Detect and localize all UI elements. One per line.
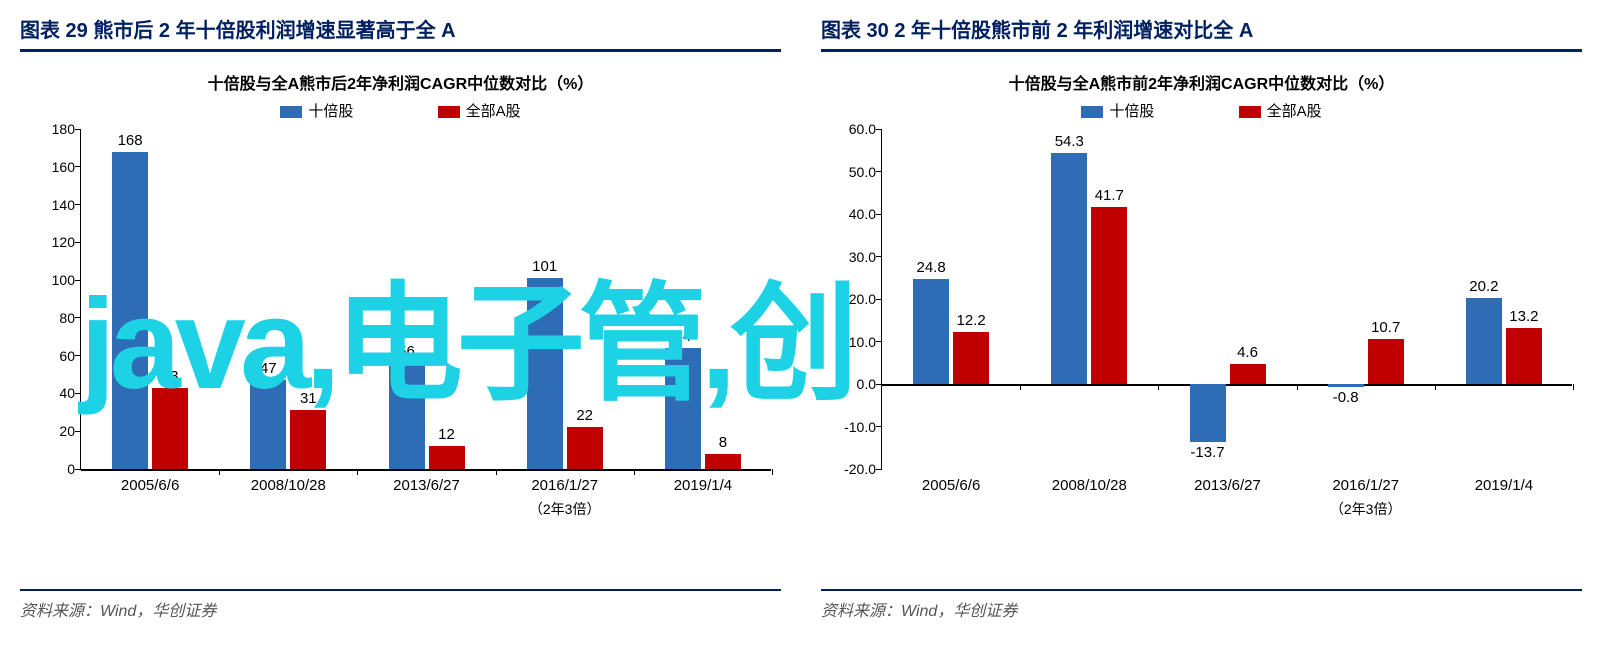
bar — [1506, 328, 1542, 384]
bar — [567, 427, 603, 469]
source-left: 资料来源：Wind，华创证券 — [20, 589, 781, 621]
legend-label-s1: 十倍股 — [1109, 103, 1154, 120]
chart-right-legend: 十倍股 全部A股 — [821, 100, 1582, 121]
y-tick: 30.0 — [832, 249, 876, 265]
x-label: 2019/1/4 — [674, 477, 732, 494]
bar-label: 8 — [719, 434, 727, 451]
y-tick: 120 — [31, 234, 75, 250]
bar — [152, 388, 188, 469]
bar — [1091, 207, 1127, 384]
legend-swatch-s2 — [438, 106, 460, 118]
legend-label-s1: 十倍股 — [308, 103, 353, 120]
legend-swatch-s2 — [1239, 106, 1261, 118]
bar — [527, 278, 563, 469]
bar-label: 12 — [438, 426, 455, 443]
bar — [1051, 153, 1087, 384]
bar — [1328, 384, 1364, 387]
y-tick: 160 — [31, 159, 75, 175]
y-tick: 60.0 — [832, 121, 876, 137]
y-tick: 0.0 — [832, 376, 876, 392]
bar — [1190, 384, 1226, 442]
x-label: 2008/10/28 — [1052, 477, 1127, 494]
y-tick: 40.0 — [832, 206, 876, 222]
y-tick: 20 — [31, 423, 75, 439]
bar — [112, 152, 148, 469]
x-label: 2013/6/27 — [393, 477, 460, 494]
bar-label: 101 — [532, 258, 557, 275]
bar — [1466, 298, 1502, 384]
bar-label: 24.8 — [916, 259, 945, 276]
y-tick: -10.0 — [832, 419, 876, 435]
bar-label: 4.6 — [1237, 344, 1258, 361]
bar-label: 22 — [576, 407, 593, 424]
bar — [665, 348, 701, 469]
x-label: 2016/1/27 — [1332, 477, 1399, 494]
bar-label: 31 — [300, 390, 317, 407]
bar-label: -13.7 — [1190, 444, 1224, 461]
y-tick: 40 — [31, 385, 75, 401]
bar-label: 64 — [675, 328, 692, 345]
panel-left: 图表 29 熊市后 2 年十倍股利润增速显著高于全 A 十倍股与全A熊市后2年净… — [20, 8, 781, 621]
y-tick: 80 — [31, 310, 75, 326]
bar — [250, 380, 286, 469]
panel-right-title: 图表 30 2 年十倍股熊市前 2 年利润增速对比全 A — [821, 8, 1582, 52]
y-tick: 60 — [31, 348, 75, 364]
bar — [705, 454, 741, 469]
bar-label: 56 — [398, 343, 415, 360]
legend-item-s1: 十倍股 — [280, 100, 353, 121]
y-tick: 180 — [31, 121, 75, 137]
bar-label: 41.7 — [1095, 187, 1124, 204]
chart-left-plot: 0204060801001201401601802005/6/62008/10/… — [80, 129, 771, 529]
panel-right: 图表 30 2 年十倍股熊市前 2 年利润增速对比全 A 十倍股与全A熊市前2年… — [821, 8, 1582, 621]
chart-left-legend: 十倍股 全部A股 — [20, 100, 781, 121]
y-tick: 100 — [31, 272, 75, 288]
chart-left-title: 十倍股与全A熊市后2年净利润CAGR中位数对比（%） — [20, 70, 781, 94]
legend-item-s2: 全部A股 — [1239, 100, 1322, 121]
y-tick: 10.0 — [832, 334, 876, 350]
source-right: 资料来源：Wind，华创证券 — [821, 589, 1582, 621]
bar — [953, 332, 989, 384]
legend-swatch-s1 — [280, 106, 302, 118]
bar-label: 10.7 — [1371, 319, 1400, 336]
bar-label: 54.3 — [1055, 133, 1084, 150]
legend-label-s2: 全部A股 — [1267, 103, 1322, 120]
y-tick: -20.0 — [832, 461, 876, 477]
x-label: 2013/6/27 — [1194, 477, 1261, 494]
legend-label-s2: 全部A股 — [466, 103, 521, 120]
legend-item-s2: 全部A股 — [438, 100, 521, 121]
bar-label: 43 — [162, 368, 179, 385]
bar-label: 20.2 — [1469, 278, 1498, 295]
bar — [429, 446, 465, 469]
x-label: 2005/6/6 — [121, 477, 179, 494]
x-label-sub: （2年3倍） — [529, 499, 601, 519]
x-label: 2008/10/28 — [251, 477, 326, 494]
x-label-sub: （2年3倍） — [1330, 499, 1402, 519]
legend-swatch-s1 — [1081, 106, 1103, 118]
bar — [290, 410, 326, 469]
chart-right-plot: -20.0-10.00.010.020.030.040.050.060.0200… — [881, 129, 1572, 529]
bar-label: 47 — [260, 360, 277, 377]
bar — [1230, 364, 1266, 384]
bar-label: 168 — [118, 132, 143, 149]
bar — [389, 363, 425, 469]
bar — [1368, 339, 1404, 384]
bar — [913, 279, 949, 384]
y-tick: 140 — [31, 197, 75, 213]
x-label: 2016/1/27 — [531, 477, 598, 494]
panel-left-title: 图表 29 熊市后 2 年十倍股利润增速显著高于全 A — [20, 8, 781, 52]
legend-item-s1: 十倍股 — [1081, 100, 1154, 121]
y-tick: 50.0 — [832, 164, 876, 180]
y-tick: 20.0 — [832, 291, 876, 307]
bar-label: -0.8 — [1333, 389, 1359, 406]
chart-right-title: 十倍股与全A熊市前2年净利润CAGR中位数对比（%） — [821, 70, 1582, 94]
y-tick: 0 — [31, 461, 75, 477]
bar-label: 13.2 — [1509, 308, 1538, 325]
x-label: 2005/6/6 — [922, 477, 980, 494]
bar-label: 12.2 — [956, 312, 985, 329]
x-label: 2019/1/4 — [1475, 477, 1533, 494]
